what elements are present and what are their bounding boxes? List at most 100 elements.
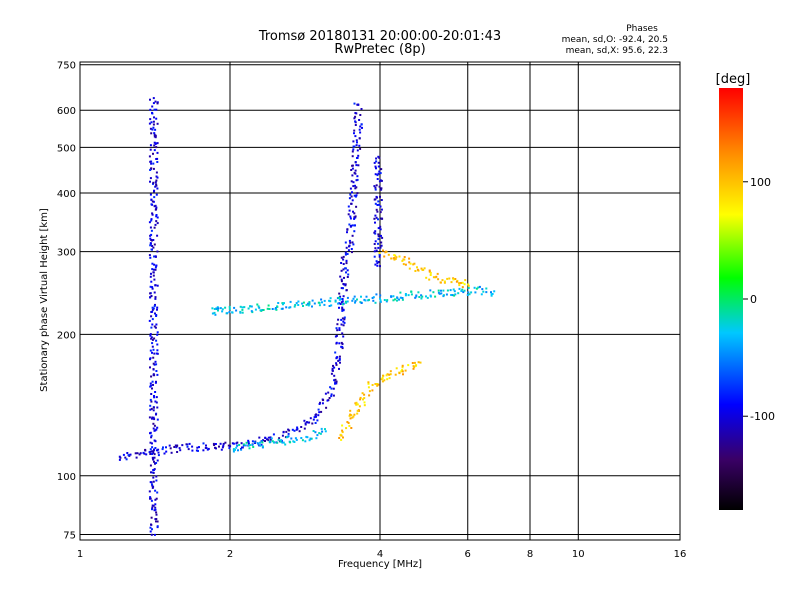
echo-point-s1-t1	[442, 289, 445, 292]
echo-point-s0-t2	[151, 105, 154, 108]
echo-point-s0-t0	[185, 443, 188, 446]
echo-point-s0-t0	[170, 451, 173, 454]
echo-point-s0-t3	[377, 161, 380, 164]
echo-point-s0-t0	[269, 436, 272, 439]
echo-point-s0-t0	[318, 411, 321, 414]
echo-point-s2-t0	[353, 413, 356, 416]
echo-point-s0-t1	[354, 216, 357, 219]
echo-point-s0-t0	[136, 452, 139, 455]
echo-point-s1-t1	[460, 290, 463, 292]
echo-point-s0-t0	[151, 453, 153, 455]
echo-point-s0-t2	[151, 200, 154, 203]
echo-point-s0-t3	[379, 225, 382, 228]
echo-point-s0-t1	[348, 223, 351, 226]
echo-point-s1-t1	[445, 293, 448, 296]
echo-point-s0-t3	[373, 231, 376, 234]
echo-point-s2-t1	[378, 252, 381, 255]
echo-point-s0-t2	[155, 175, 158, 178]
echo-point-s1-t1	[485, 291, 488, 294]
echo-point-s0-t2	[150, 229, 153, 232]
echo-point-s0-t3	[374, 202, 377, 205]
echo-point-s0-t2	[148, 490, 151, 493]
echo-point-s1-t1	[221, 310, 224, 313]
echo-point-s1-t1	[281, 307, 284, 310]
echo-point-s1-t1	[216, 306, 219, 309]
echo-point-s0-t1	[349, 225, 352, 227]
echo-point-s0-t0	[335, 357, 338, 360]
x-tick-label: 16	[674, 549, 687, 560]
echo-point-s0-t3	[375, 208, 378, 211]
echo-point-s0-t2	[153, 263, 156, 266]
echo-point-s0-t2	[150, 434, 153, 437]
phase-stats-o: mean, sd,O: -92.4, 20.5	[562, 35, 668, 45]
y-tick-label: 75	[63, 530, 76, 541]
echo-point-s1-t1	[294, 304, 297, 306]
x-tick-labels: 1 2 4 6 8 10 16	[77, 549, 687, 560]
x-tick-label: 2	[227, 549, 233, 560]
echo-point-s0-t2	[149, 275, 152, 278]
echo-point-s2-t1	[435, 275, 438, 278]
echo-point-s0-t2	[155, 339, 158, 342]
echo-point-s0-t2	[151, 318, 154, 321]
echo-point-s1-t1	[301, 302, 304, 305]
echo-point-s0-t2	[155, 108, 158, 111]
echo-point-s1-t1	[475, 287, 478, 290]
echo-point-s0-t2	[152, 162, 155, 165]
echo-point-s1-t1	[386, 299, 389, 302]
echo-point-s0-t3	[379, 265, 381, 268]
echo-point-s0-t1	[359, 131, 362, 134]
echo-point-s2-t0	[401, 369, 404, 371]
echo-point-s2-t1	[393, 257, 396, 260]
echo-point-s0-t2	[148, 122, 151, 125]
echo-point-s0-t2	[149, 334, 152, 337]
echo-point-s0-t0	[125, 458, 128, 461]
echo-point-s0-t0	[341, 317, 344, 320]
echo-point-s0-t2	[153, 396, 156, 399]
echo-point-s2-t0	[414, 364, 417, 367]
echo-point-s0-t2	[155, 513, 158, 516]
echo-point-s0-t0	[346, 269, 349, 272]
echo-point-s0-t2	[154, 506, 157, 509]
echo-point-s0-t2	[151, 528, 153, 531]
echo-point-s0-t2	[156, 333, 159, 336]
echo-point-s1-t1	[399, 291, 402, 294]
echo-point-s0-t0	[341, 308, 344, 311]
echo-point-s0-t0	[267, 439, 270, 442]
echo-point-s1-t0	[260, 440, 263, 442]
echo-point-s2-t1	[422, 268, 425, 271]
echo-point-s0-t0	[135, 456, 138, 459]
echo-point-s0-t2	[152, 123, 155, 126]
echo-point-s2-t0	[401, 364, 404, 367]
echo-point-s2-t0	[385, 374, 388, 377]
echo-point-s0-t1	[351, 164, 354, 167]
echo-point-s2-t0	[361, 392, 364, 395]
echo-point-s1-t1	[250, 305, 253, 308]
echo-point-s1-t1	[490, 294, 493, 297]
echo-point-s0-t2	[156, 343, 159, 346]
echo-point-s1-t0	[281, 441, 284, 444]
echo-point-s1-t1	[330, 304, 333, 307]
echo-point-s2-t0	[362, 398, 364, 401]
echo-point-s0-t2	[153, 337, 156, 340]
echo-point-s0-t2	[153, 149, 156, 152]
echo-point-s0-t0	[316, 419, 319, 422]
echo-point-s0-t2	[151, 345, 154, 348]
echo-point-s0-t0	[341, 332, 344, 335]
echo-point-s0-t1	[356, 192, 359, 195]
echo-point-s0-t0	[281, 434, 284, 437]
echo-point-s1-t1	[243, 306, 246, 309]
echo-point-s0-t1	[353, 230, 356, 233]
echo-point-s1-t1	[418, 296, 421, 298]
echo-point-s0-t2	[152, 182, 154, 185]
echo-point-s0-t2	[156, 157, 159, 160]
echo-point-s0-t0	[325, 406, 328, 409]
echo-point-s0-t1	[355, 139, 358, 142]
echo-point-s2-t0	[339, 433, 342, 436]
echo-point-s1-t1	[432, 291, 435, 294]
echo-point-s0-t2	[150, 336, 153, 339]
echo-point-s1-t1	[356, 298, 358, 301]
echo-point-s0-t0	[345, 259, 348, 262]
echo-point-s1-t0	[279, 440, 282, 443]
echo-point-s0-t1	[353, 129, 356, 132]
echo-point-s0-t0	[346, 253, 349, 255]
